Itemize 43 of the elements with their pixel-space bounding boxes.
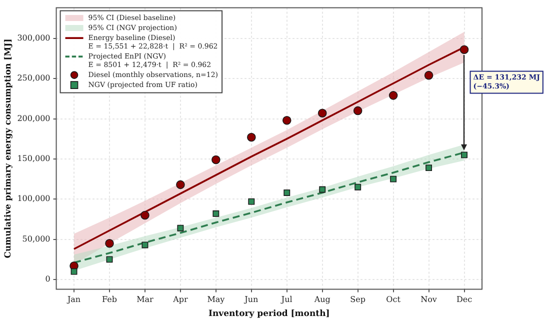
point (460, 45, 469, 54)
x-tick-label: Feb (102, 295, 117, 304)
x-tick-label: May (207, 295, 226, 304)
y-axis-title: Cumulative primary energy consumption [MJ] (3, 38, 14, 258)
x-tick-label: Jul (280, 295, 293, 304)
point (319, 186, 326, 193)
point (177, 224, 184, 232)
y-tick-label: 150,000 (17, 154, 50, 164)
x-tick-label: Jun (244, 295, 258, 304)
y-tick-label: 0 (45, 274, 50, 284)
y-tick-label: 50,000 (22, 234, 50, 244)
x-tick-label: Aug (313, 295, 330, 304)
y-tick-label: 300,000 (17, 33, 50, 42)
x-tick-label: Apr (172, 295, 188, 304)
point (142, 242, 148, 248)
point (424, 70, 434, 80)
x-tick-label: Dec (456, 295, 473, 304)
point (105, 238, 114, 248)
point (426, 164, 432, 172)
point (318, 108, 327, 118)
point (461, 152, 468, 158)
point (212, 210, 220, 217)
point (212, 155, 220, 164)
point (353, 106, 362, 116)
point (354, 184, 362, 190)
y-tick-label: 250,000 (17, 74, 50, 83)
point (284, 189, 290, 196)
x-tick-label: Sep (350, 295, 366, 304)
point (247, 132, 256, 142)
x-tick-label: Oct (386, 295, 402, 304)
point (388, 91, 398, 100)
y-tick-label: 100,000 (17, 194, 50, 204)
x-tick-label: Jan (66, 295, 81, 304)
point (140, 210, 150, 220)
x-tick-label: Nov (420, 295, 438, 304)
point (248, 198, 255, 205)
x-tick-label: Mar (136, 295, 154, 304)
point (282, 116, 292, 125)
x-axis-title: Inventory period [month] (208, 309, 330, 320)
point (106, 256, 113, 263)
y-tick-label: 200,000 (17, 114, 50, 123)
point (176, 180, 185, 190)
point (390, 176, 397, 182)
